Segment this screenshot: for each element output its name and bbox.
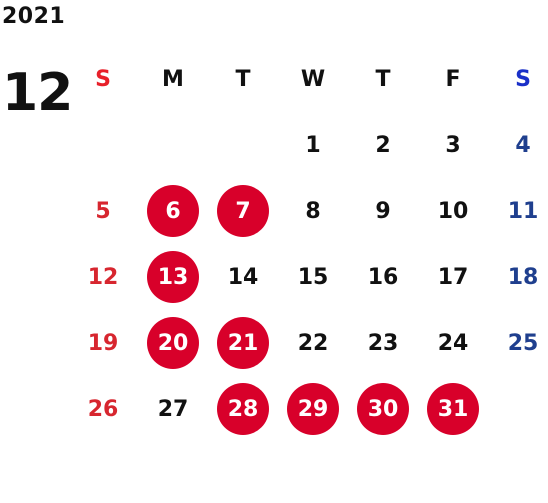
day-cell[interactable]: 2: [348, 112, 418, 178]
marked-day-number: 31: [427, 383, 479, 435]
day-cell[interactable]: 24: [418, 310, 488, 376]
day-number: 5: [95, 198, 111, 224]
week-row: 1 2 3 4: [68, 112, 548, 178]
weeks-container: 1 2 3 4 5 6 7 8 9 10 11 12 13 14 15 16 17 18 19 20 21 22 23 24 2…: [68, 112, 548, 442]
day-number: [77, 119, 129, 171]
day-cell[interactable]: 10: [418, 178, 488, 244]
year-label: 2021: [2, 4, 66, 29]
day-cell[interactable]: 26: [68, 376, 138, 442]
marked-day-number: 21: [217, 317, 269, 369]
day-cell[interactable]: 14: [208, 244, 278, 310]
day-number: 17: [437, 264, 469, 290]
day-cell[interactable]: 7: [208, 178, 278, 244]
day-cell[interactable]: 12: [68, 244, 138, 310]
month-label: 12: [2, 63, 73, 123]
day-cell[interactable]: 21: [208, 310, 278, 376]
day-number: 25: [507, 330, 539, 356]
day-number: 15: [297, 264, 329, 290]
day-number: 8: [305, 198, 321, 224]
weekday-thursday: T: [375, 66, 391, 92]
day-number: [217, 119, 269, 171]
day-number: 27: [157, 396, 189, 422]
day-cell[interactable]: 28: [208, 376, 278, 442]
empty-day-cell: [488, 376, 548, 442]
day-number: 4: [515, 132, 531, 158]
weekday-tuesday: T: [235, 66, 251, 92]
weekday-friday: F: [445, 66, 461, 92]
day-cell[interactable]: 13: [138, 244, 208, 310]
marked-day-number: 29: [287, 383, 339, 435]
day-number: 18: [507, 264, 539, 290]
day-cell[interactable]: 29: [278, 376, 348, 442]
day-number: 22: [297, 330, 329, 356]
day-number: 24: [437, 330, 469, 356]
weekday-header: S M T W T F S: [68, 46, 548, 112]
weekday-saturday: S: [515, 66, 531, 92]
marked-day-number: 28: [217, 383, 269, 435]
day-cell[interactable]: 1: [278, 112, 348, 178]
day-cell[interactable]: 4: [488, 112, 548, 178]
day-cell[interactable]: 19: [68, 310, 138, 376]
empty-day-cell: [68, 112, 138, 178]
day-number: 10: [437, 198, 469, 224]
day-number: 11: [507, 198, 539, 224]
day-number: 14: [227, 264, 259, 290]
day-number: 2: [375, 132, 391, 158]
day-cell[interactable]: 18: [488, 244, 548, 310]
day-cell[interactable]: 22: [278, 310, 348, 376]
day-cell[interactable]: 27: [138, 376, 208, 442]
marked-day-number: 13: [147, 251, 199, 303]
week-row: 19 20 21 22 23 24 25: [68, 310, 548, 376]
marked-day-number: 20: [147, 317, 199, 369]
day-number: 16: [367, 264, 399, 290]
day-cell[interactable]: 31: [418, 376, 488, 442]
day-number: [497, 383, 548, 435]
day-number: [147, 119, 199, 171]
day-number: 9: [375, 198, 391, 224]
day-number: 23: [367, 330, 399, 356]
day-cell[interactable]: 16: [348, 244, 418, 310]
marked-day-number: 30: [357, 383, 409, 435]
weekday-sunday: S: [95, 66, 111, 92]
day-cell[interactable]: 15: [278, 244, 348, 310]
empty-day-cell: [138, 112, 208, 178]
day-cell[interactable]: 5: [68, 178, 138, 244]
day-cell[interactable]: 23: [348, 310, 418, 376]
week-row: 5 6 7 8 9 10 11: [68, 178, 548, 244]
marked-day-number: 6: [147, 185, 199, 237]
weekday-monday: M: [162, 66, 184, 92]
day-number: 19: [87, 330, 119, 356]
marked-day-number: 7: [217, 185, 269, 237]
week-row: 26 27 28 29 30 31: [68, 376, 548, 442]
empty-day-cell: [208, 112, 278, 178]
day-number: 1: [305, 132, 321, 158]
day-cell[interactable]: 11: [488, 178, 548, 244]
day-cell[interactable]: 25: [488, 310, 548, 376]
day-cell[interactable]: 30: [348, 376, 418, 442]
day-number: 12: [87, 264, 119, 290]
day-cell[interactable]: 9: [348, 178, 418, 244]
day-number: 26: [87, 396, 119, 422]
day-cell[interactable]: 17: [418, 244, 488, 310]
week-row: 12 13 14 15 16 17 18: [68, 244, 548, 310]
day-number: 3: [445, 132, 461, 158]
day-cell[interactable]: 8: [278, 178, 348, 244]
calendar-grid: S M T W T F S 1 2 3 4 5 6 7 8 9 10 11 12 13 14 15 16 17 1…: [68, 46, 548, 442]
day-cell[interactable]: 20: [138, 310, 208, 376]
day-cell[interactable]: 3: [418, 112, 488, 178]
day-cell[interactable]: 6: [138, 178, 208, 244]
weekday-wednesday: W: [300, 66, 326, 92]
